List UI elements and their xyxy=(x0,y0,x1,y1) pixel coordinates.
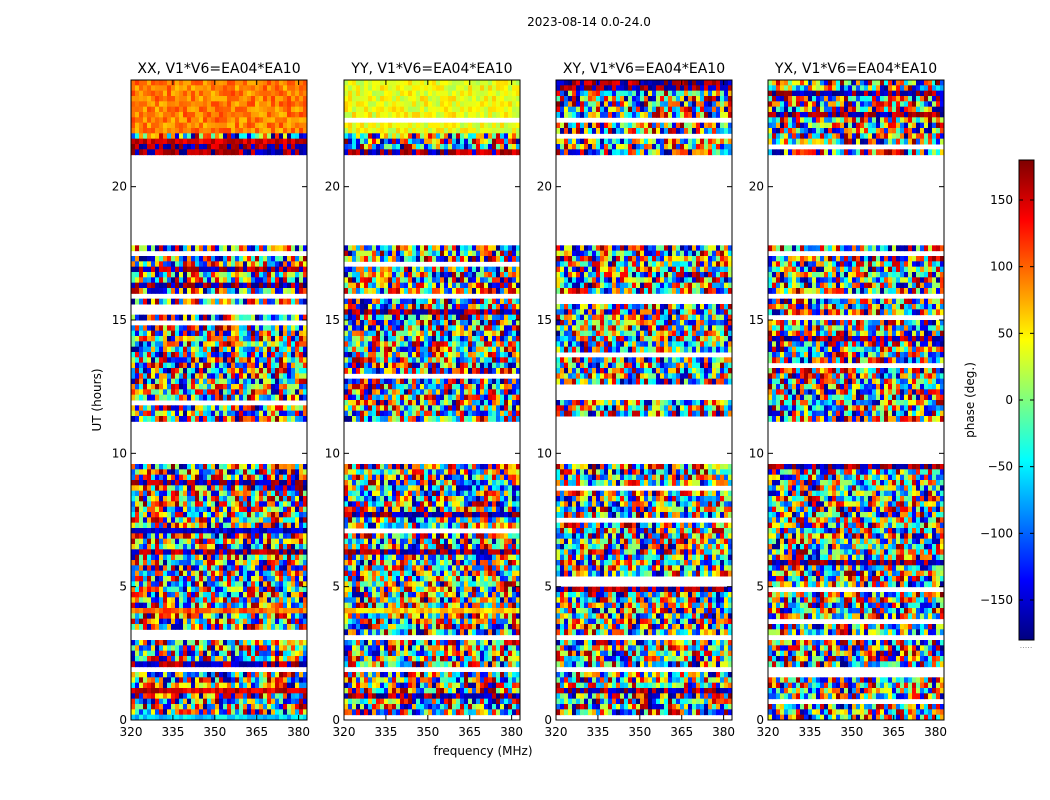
panel-frame-2 xyxy=(343,79,521,721)
colorbar-tick-label: 0 xyxy=(1005,393,1013,407)
colorbar-tick-label: −150 xyxy=(980,593,1013,607)
panel-title-2: YY, V1*V6=EA04*EA10 xyxy=(350,61,512,77)
y-tick-label: 0 xyxy=(544,713,552,727)
y-tick-label: 20 xyxy=(749,180,764,194)
y-tick-label: 15 xyxy=(749,313,764,327)
panel-1: XX, V1*V6=EA04*EA10 320 335 350 365 380 0 5 10 15… xyxy=(112,61,310,739)
y-tick-label: 15 xyxy=(112,313,127,327)
y-tick-label: 0 xyxy=(119,713,127,727)
y-tick-label: 0 xyxy=(332,713,340,727)
x-tick-label: 365 xyxy=(245,725,268,739)
y-tick-label: 10 xyxy=(749,446,764,460)
x-tick-label: 320 xyxy=(757,725,780,739)
y-tick-label: 5 xyxy=(332,580,340,594)
colorbar-footer: ..... xyxy=(1020,641,1033,650)
panel-title-3: XY, V1*V6=EA04*EA10 xyxy=(563,61,725,77)
y-tick-label: 10 xyxy=(112,446,127,460)
y-tick-label: 20 xyxy=(537,180,552,194)
y-tick-label: 5 xyxy=(544,580,552,594)
figure-suptitle: 2023-08-14 0.0-24.0 xyxy=(527,15,651,29)
x-tick-label: 380 xyxy=(712,725,735,739)
y-tick-label: 10 xyxy=(537,446,552,460)
y-tick-label: 20 xyxy=(325,180,340,194)
y-tick-label: 5 xyxy=(756,580,764,594)
x-tick-label: 320 xyxy=(120,725,143,739)
x-tick-label: 335 xyxy=(798,725,821,739)
y-tick-label: 20 xyxy=(112,180,127,194)
x-tick-label: 350 xyxy=(416,725,439,739)
colorbar: −150 −100 −50 0 50 100 150 xyxy=(980,159,1035,641)
colorbar-label: phase (deg.) xyxy=(963,362,977,438)
panel-frame-4 xyxy=(767,79,945,721)
x-tick-label: 380 xyxy=(924,725,947,739)
x-tick-label: 335 xyxy=(161,725,184,739)
x-tick-label: 350 xyxy=(203,725,226,739)
panel-1-image xyxy=(131,80,307,720)
x-tick-label: 380 xyxy=(287,725,310,739)
panels-group: XX, V1*V6=EA04*EA10 320 335 350 365 380 0 5 10 15… xyxy=(112,61,947,739)
x-tick-label: 365 xyxy=(882,725,905,739)
x-tick-label: 335 xyxy=(374,725,397,739)
panel-4: YX, V1*V6=EA04*EA10 320 335 350 365 380 0 5 10 15… xyxy=(749,61,947,739)
y-tick-label: 10 xyxy=(325,446,340,460)
panel-frame-3 xyxy=(555,79,733,721)
x-tick-label: 380 xyxy=(500,725,523,739)
colorbar-tick-label: 100 xyxy=(990,260,1013,274)
x-tick-label: 350 xyxy=(628,725,651,739)
y-axis-label: UT (hours) xyxy=(90,368,104,431)
x-tick-label: 335 xyxy=(586,725,609,739)
x-tick-label: 365 xyxy=(670,725,693,739)
panel-2-image xyxy=(344,80,520,716)
colorbar-tick-label: −50 xyxy=(988,460,1013,474)
panel-4-image xyxy=(768,80,944,720)
y-tick-label: 15 xyxy=(325,313,340,327)
x-tick-label: 320 xyxy=(333,725,356,739)
x-tick-label: 365 xyxy=(458,725,481,739)
colorbar-tick-label: −100 xyxy=(980,526,1013,540)
panel-title-4: YX, V1*V6=EA04*EA10 xyxy=(774,61,937,77)
panel-3: XY, V1*V6=EA04*EA10 320 335 350 365 380 0 5 10 15… xyxy=(537,61,735,739)
y-tick-label: 5 xyxy=(119,580,127,594)
panel-title-1: XX, V1*V6=EA04*EA10 xyxy=(137,61,300,77)
panel-3-image xyxy=(556,80,732,716)
panel-frame-1 xyxy=(130,79,308,721)
x-tick-label: 320 xyxy=(545,725,568,739)
x-tick-label: 350 xyxy=(840,725,863,739)
colorbar-tick-label: 50 xyxy=(998,326,1013,340)
y-tick-label: 15 xyxy=(537,313,552,327)
panel-2: YY, V1*V6=EA04*EA10 320 335 350 365 380 0 5 10 15… xyxy=(325,61,523,739)
x-axis-label: frequency (MHz) xyxy=(433,744,532,758)
y-tick-label: 0 xyxy=(756,713,764,727)
colorbar-tick-label: 150 xyxy=(990,193,1013,207)
